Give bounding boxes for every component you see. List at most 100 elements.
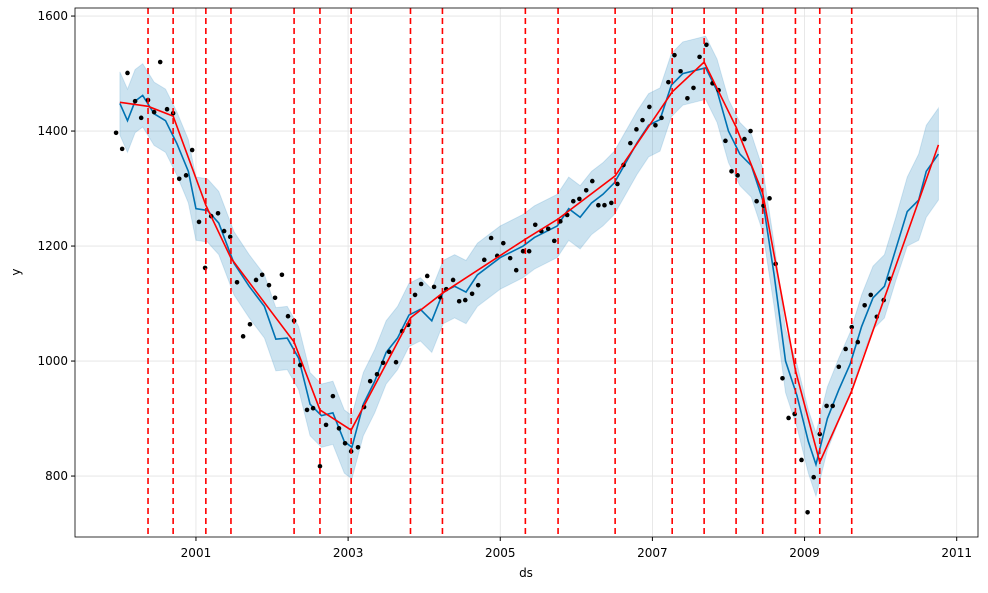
observed-point xyxy=(355,445,361,450)
observed-point xyxy=(462,297,468,303)
observed-point xyxy=(164,106,170,112)
observed-point xyxy=(157,59,163,65)
observed-point xyxy=(323,422,329,428)
observed-point xyxy=(723,138,728,144)
x-tick-label: 2009 xyxy=(789,546,820,560)
observed-point xyxy=(659,115,664,121)
observed-point xyxy=(672,52,677,58)
observed-point xyxy=(380,360,386,366)
observed-point xyxy=(418,281,424,287)
observed-point xyxy=(310,405,316,411)
observed-point xyxy=(551,238,557,244)
observed-point xyxy=(602,202,607,208)
observed-point xyxy=(697,54,702,60)
observed-point xyxy=(590,178,595,184)
observed-point xyxy=(412,292,418,298)
observed-point xyxy=(742,136,747,142)
observed-point xyxy=(678,68,683,74)
observed-point xyxy=(176,176,182,182)
observed-point xyxy=(113,130,119,136)
observed-point xyxy=(304,407,310,413)
observed-point xyxy=(596,202,601,208)
observed-point xyxy=(653,123,658,128)
observed-point xyxy=(862,302,867,308)
axes-frame xyxy=(74,7,979,538)
observed-point xyxy=(558,219,563,224)
trend-line xyxy=(119,60,940,465)
observed-point xyxy=(240,334,246,339)
observed-point xyxy=(259,272,265,278)
observed-point xyxy=(138,115,144,121)
observed-point xyxy=(475,282,481,288)
observed-point xyxy=(450,277,456,283)
observed-point xyxy=(729,169,734,174)
observed-point xyxy=(507,255,513,261)
observed-point xyxy=(132,98,138,104)
forecast-line xyxy=(119,66,940,468)
observed-point xyxy=(640,117,645,123)
uncertainty-band xyxy=(119,35,939,498)
observed-point xyxy=(780,376,785,381)
observed-point xyxy=(266,282,272,288)
observed-point xyxy=(297,362,303,368)
observed-point xyxy=(272,295,278,301)
observed-point xyxy=(836,364,842,370)
observed-point xyxy=(704,42,709,48)
x-tick-label: 2003 xyxy=(333,546,364,560)
observed-point xyxy=(628,140,633,146)
observed-point xyxy=(330,393,336,399)
observed-point xyxy=(824,403,829,409)
observed-point xyxy=(279,272,285,278)
observed-point xyxy=(189,147,195,153)
observed-point xyxy=(817,431,823,437)
observed-point xyxy=(691,85,696,91)
observed-point xyxy=(532,222,538,228)
x-tick-label: 2001 xyxy=(181,546,212,560)
observed-point xyxy=(799,457,804,463)
observed-point xyxy=(336,426,342,431)
observed-point xyxy=(469,291,475,297)
observed-point xyxy=(247,321,253,327)
observed-point xyxy=(317,463,323,469)
observed-point xyxy=(634,127,639,132)
observed-point xyxy=(500,240,506,246)
y-tick-label: 1600 xyxy=(37,9,68,23)
y-tick-label: 800 xyxy=(45,469,68,483)
observed-point xyxy=(647,104,652,110)
observed-point xyxy=(830,403,835,409)
observed-point xyxy=(754,198,759,204)
observed-point xyxy=(234,279,240,285)
observed-point xyxy=(125,70,130,76)
observed-point xyxy=(868,292,874,298)
observed-point xyxy=(488,235,494,241)
plot-area xyxy=(75,8,978,537)
observed-point xyxy=(811,474,816,480)
observed-point xyxy=(367,378,373,384)
x-tick-label: 2007 xyxy=(637,546,668,560)
observed-point xyxy=(849,324,855,330)
y-tick-label: 1200 xyxy=(37,239,68,253)
observed-point xyxy=(520,248,526,254)
observed-point xyxy=(666,79,671,85)
observed-point xyxy=(456,298,462,304)
observed-point xyxy=(748,128,753,134)
observed-point xyxy=(805,509,810,515)
observed-point xyxy=(685,95,690,101)
observed-point xyxy=(374,371,380,377)
observed-point xyxy=(119,146,125,152)
observed-point xyxy=(583,187,589,193)
y-tick-label: 1000 xyxy=(37,354,68,368)
observed-point xyxy=(735,173,740,178)
observed-point xyxy=(215,210,221,216)
observed-point xyxy=(151,109,157,115)
x-tick-label: 2011 xyxy=(941,546,972,560)
observed-point xyxy=(386,349,392,355)
observed-point xyxy=(855,339,861,345)
y-tick-label: 1400 xyxy=(37,124,68,138)
observed-point xyxy=(609,200,614,206)
observed-point xyxy=(221,228,227,234)
observed-point xyxy=(526,248,532,254)
observed-point xyxy=(253,277,259,283)
